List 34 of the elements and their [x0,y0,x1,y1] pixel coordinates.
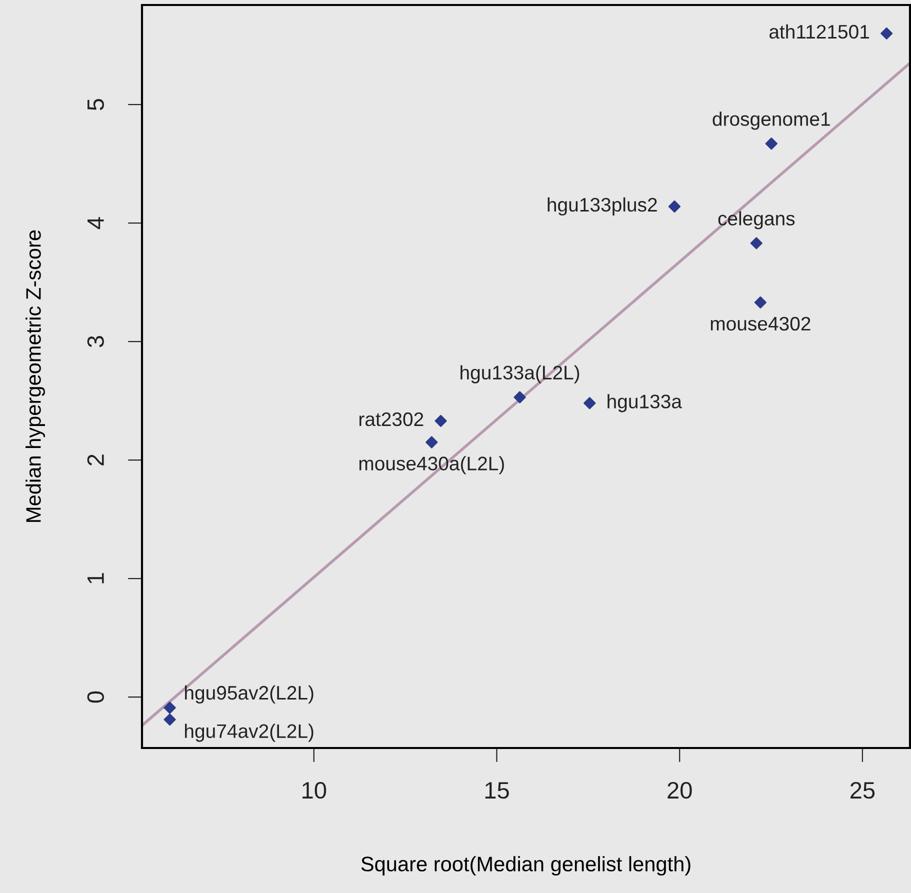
point [765,138,778,150]
point [434,414,447,428]
y-tick-label: 3 [87,336,104,348]
point [584,397,596,410]
y-tick-label: 4 [88,217,104,230]
annotation: hgu133a [608,394,682,412]
annotation: hgu95av2(L2L) [185,685,314,704]
annotation: celegans [718,211,795,230]
y-tick-label: 5 [88,98,104,110]
point [164,713,176,726]
y-tick-label: 0 [87,691,104,703]
y-tick-label: 2 [87,454,104,466]
point [668,200,681,213]
point [750,237,762,250]
annotation: ath1121501 [769,24,869,39]
point [754,296,766,309]
x-tick-label: 20 [668,782,692,799]
point [426,436,438,448]
point [514,391,526,404]
point [880,27,893,40]
annotation: drosgenome1 [712,112,830,130]
annotation: mouse430a(L2L) [359,456,504,474]
y-axis-title: Median hypergeometric Z-score [26,230,45,522]
annotation: rat2302 [359,412,424,426]
y-tick-label: 1 [88,573,104,584]
x-axis-title: Square root(Median genelist length) [361,856,690,876]
x-tick-label: 10 [302,782,326,799]
annotation: hgu74av2(L2L) [185,724,314,742]
annotation: hgu133a(L2L) [460,365,580,384]
x-tick-label: 25 [850,782,875,799]
point [164,702,176,714]
annotation: hgu133plus2 [548,197,657,216]
annotation: mouse4302 [710,316,810,331]
x-tick-label: 15 [485,782,509,799]
